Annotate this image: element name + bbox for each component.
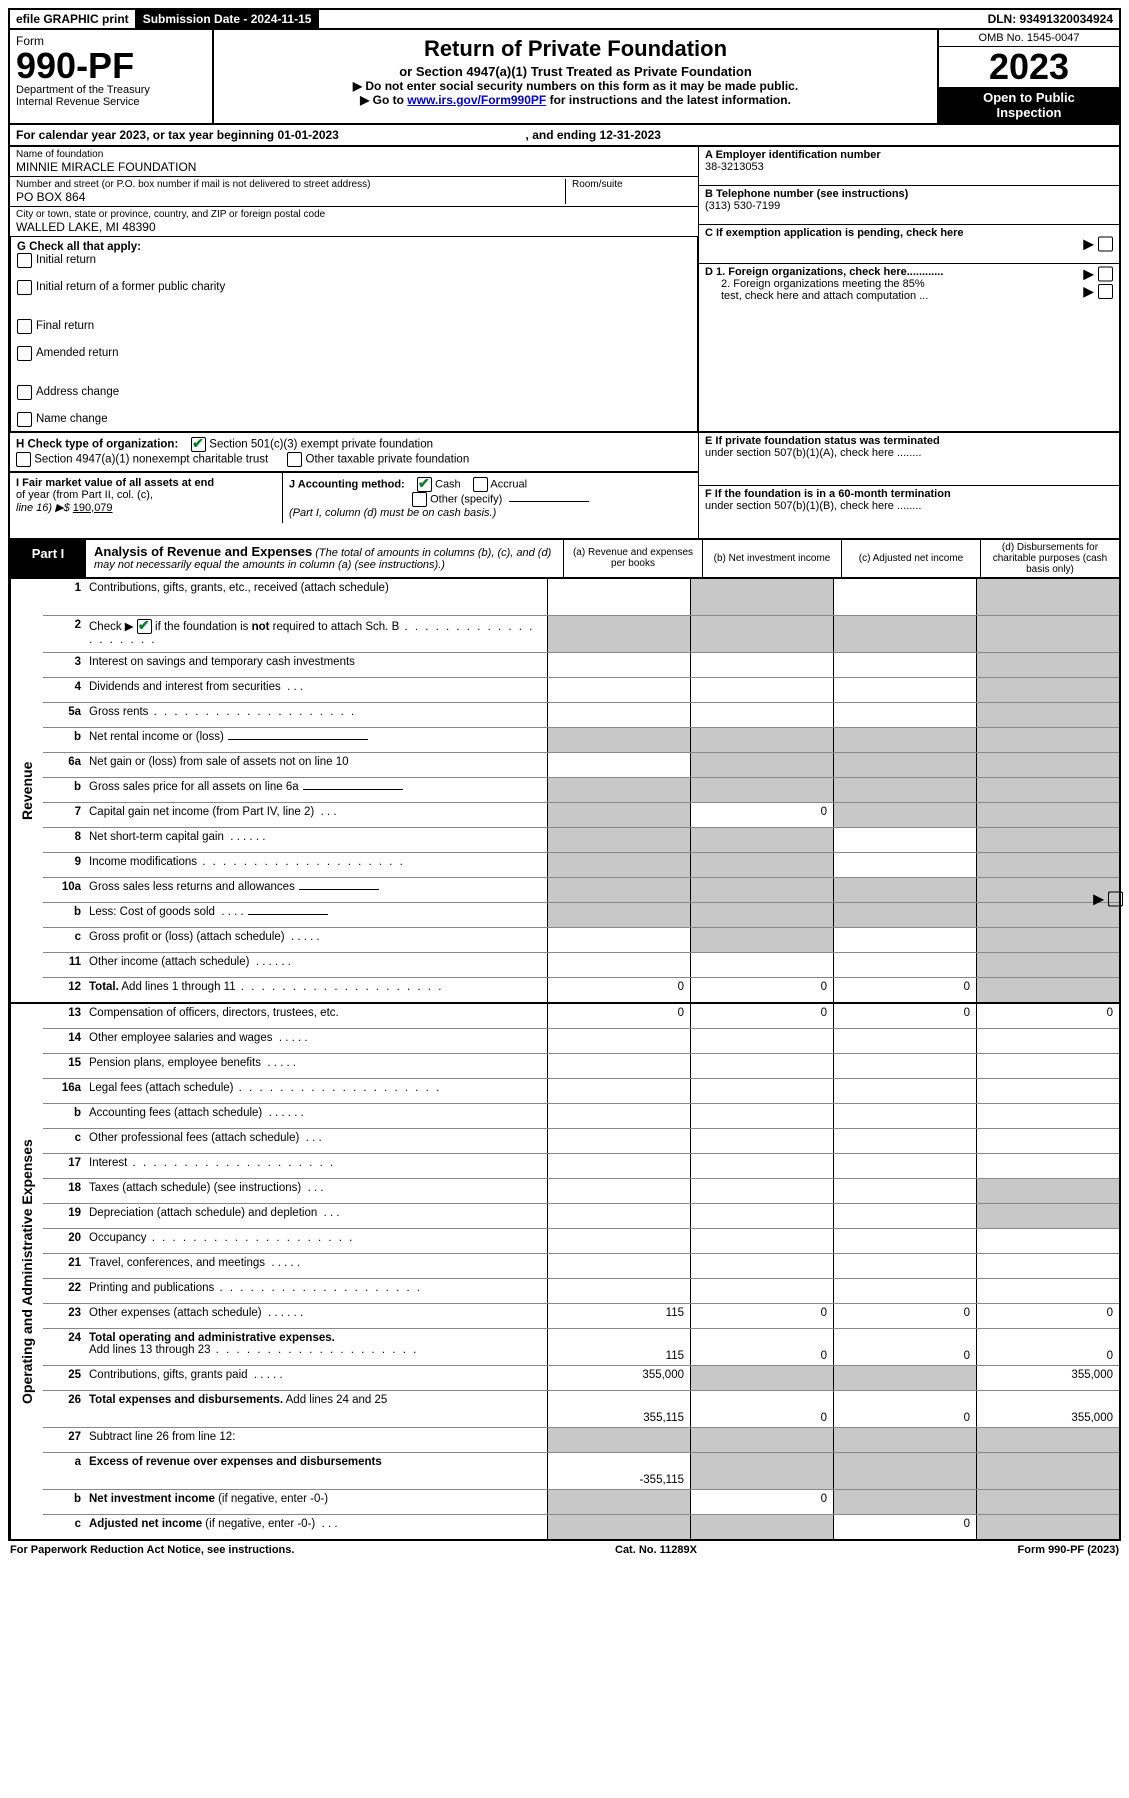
calendar-year-row: For calendar year 2023, or tax year begi… xyxy=(8,125,1121,147)
part1-header: Part I Analysis of Revenue and Expenses … xyxy=(8,540,1121,579)
final-return-checkbox[interactable] xyxy=(17,319,32,334)
section-g-label: G Check all that apply: xyxy=(17,241,141,253)
expenses-table: Operating and Administrative Expenses 13… xyxy=(8,1004,1121,1541)
efile-label[interactable]: efile GRAPHIC print xyxy=(10,10,137,28)
col-c-head: (c) Adjusted net income xyxy=(842,540,981,577)
top-bar: efile GRAPHIC print Submission Date - 20… xyxy=(8,8,1121,30)
section-d2b: test, check here and attach computation … xyxy=(705,290,1113,302)
amended-return-checkbox[interactable] xyxy=(17,346,32,361)
name-label: Name of foundation xyxy=(16,149,692,160)
tel-value: (313) 530-7199 xyxy=(705,200,1113,212)
revenue-table: Revenue 1Contributions, gifts, grants, e… xyxy=(8,579,1121,1004)
expenses-side-label: Operating and Administrative Expenses xyxy=(10,1004,43,1539)
fmv-value: 190,079 xyxy=(73,502,113,514)
other-method-checkbox[interactable] xyxy=(412,492,427,507)
part1-label: Part I xyxy=(10,540,86,577)
cash-checkbox[interactable] xyxy=(417,477,432,492)
501c3-checkbox[interactable] xyxy=(191,437,206,452)
cat-no: Cat. No. 11289X xyxy=(615,1544,697,1556)
section-h-label: H Check type of organization: xyxy=(16,438,178,450)
foundation-name: MINNIE MIRACLE FOUNDATION xyxy=(16,160,692,174)
omb-number: OMB No. 1545-0047 xyxy=(939,30,1119,47)
open-public-1: Open to Public xyxy=(983,90,1075,105)
schb-checkbox[interactable] xyxy=(137,619,152,634)
form-number: 990-PF xyxy=(16,48,206,84)
ein-value: 38-3213053 xyxy=(705,161,1113,173)
page-footer: For Paperwork Reduction Act Notice, see … xyxy=(8,1541,1121,1559)
col-b-head: (b) Net investment income xyxy=(703,540,842,577)
irs-label: Internal Revenue Service xyxy=(16,96,206,108)
org-type-block: H Check type of organization: Section 50… xyxy=(8,433,1121,540)
ein-label: A Employer identification number xyxy=(705,149,1113,161)
submission-date: Submission Date - 2024-11-15 xyxy=(137,10,320,28)
foundation-info: Name of foundation MINNIE MIRACLE FOUNDA… xyxy=(8,147,1121,433)
section-j-label: J Accounting method: xyxy=(289,478,405,490)
initial-return-checkbox[interactable] xyxy=(17,253,32,268)
form-subtitle: or Section 4947(a)(1) Trust Treated as P… xyxy=(224,64,927,79)
tax-year: 2023 xyxy=(939,47,1119,87)
addr-label: Number and street (or P.O. box number if… xyxy=(16,179,565,190)
goto-note: ▶ Go to www.irs.gov/Form990PF for instru… xyxy=(224,93,927,107)
room-label: Room/suite xyxy=(572,179,692,190)
ssn-warning: ▶ Do not enter social security numbers o… xyxy=(224,79,927,93)
tel-label: B Telephone number (see instructions) xyxy=(705,188,1113,200)
section-j-note: (Part I, column (d) must be on cash basi… xyxy=(289,507,496,519)
initial-former-checkbox[interactable] xyxy=(17,280,32,295)
form-header: Form 990-PF Department of the Treasury I… xyxy=(8,30,1121,125)
section-f-l1: F If the foundation is in a 60-month ter… xyxy=(705,488,951,500)
exemption-pending-checkbox[interactable] xyxy=(1098,236,1113,251)
dept-treasury: Department of the Treasury xyxy=(16,84,206,96)
dln: DLN: 93491320034924 xyxy=(982,10,1119,28)
section-f-l2: under section 507(b)(1)(B), check here .… xyxy=(705,500,1113,512)
col-d-head: (d) Disbursements for charitable purpose… xyxy=(981,540,1119,577)
section-i-l2: of year (from Part II, col. (c), xyxy=(16,489,276,501)
foreign-85-checkbox[interactable] xyxy=(1098,284,1113,299)
section-d2a: 2. Foreign organizations meeting the 85% xyxy=(705,278,1113,290)
60month-checkbox[interactable] xyxy=(1108,892,1123,907)
4947-checkbox[interactable] xyxy=(16,452,31,467)
address-change-checkbox[interactable] xyxy=(17,385,32,400)
name-change-checkbox[interactable] xyxy=(17,412,32,427)
form-ref: Form 990-PF (2023) xyxy=(1018,1544,1120,1556)
section-e-l1: E If private foundation status was termi… xyxy=(705,435,940,447)
other-taxable-checkbox[interactable] xyxy=(287,452,302,467)
revenue-side-label: Revenue xyxy=(10,579,43,1002)
col-a-head: (a) Revenue and expenses per books xyxy=(564,540,703,577)
paperwork-notice: For Paperwork Reduction Act Notice, see … xyxy=(10,1544,294,1556)
form-title: Return of Private Foundation xyxy=(224,36,927,62)
section-i-l1: I Fair market value of all assets at end xyxy=(16,477,214,489)
foundation-address: PO BOX 864 xyxy=(16,190,565,204)
city-label: City or town, state or province, country… xyxy=(16,209,692,220)
section-e-l2: under section 507(b)(1)(A), check here .… xyxy=(705,447,1113,459)
section-c-label: C If exemption application is pending, c… xyxy=(705,227,964,239)
section-d1: D 1. Foreign organizations, check here..… xyxy=(705,266,943,278)
foundation-city: WALLED LAKE, MI 48390 xyxy=(16,220,692,234)
accrual-checkbox[interactable] xyxy=(473,477,488,492)
foreign-org-checkbox[interactable] xyxy=(1098,266,1113,281)
irs-link[interactable]: www.irs.gov/Form990PF xyxy=(407,93,546,107)
open-public-2: Inspection xyxy=(996,105,1061,120)
part1-title: Analysis of Revenue and Expenses xyxy=(94,544,312,559)
